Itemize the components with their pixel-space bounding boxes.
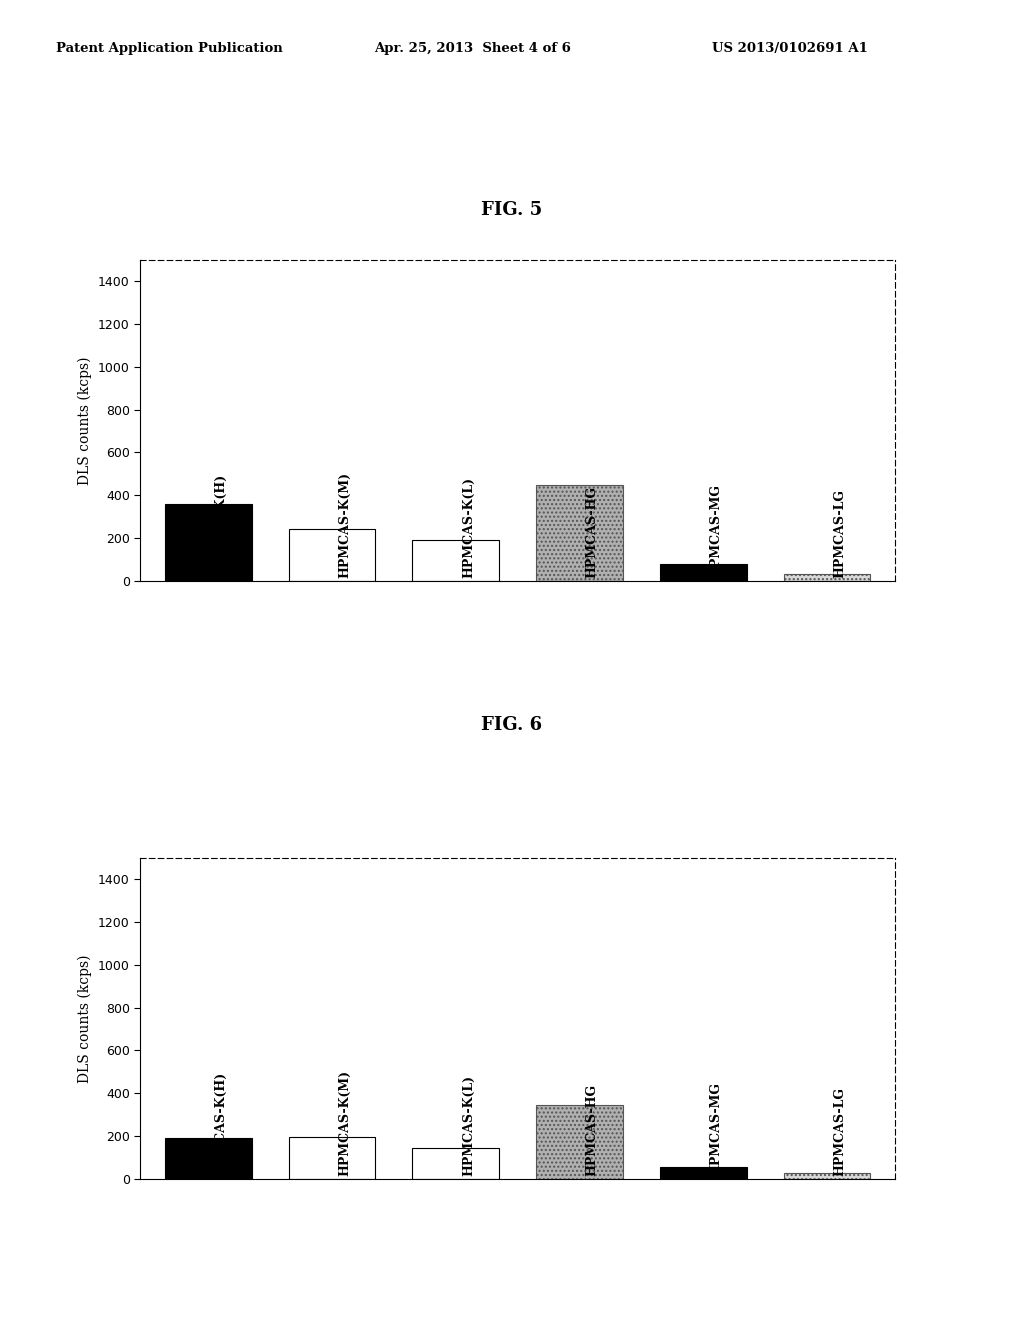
Text: HPMCAS-MG: HPMCAS-MG [710, 1081, 722, 1176]
Text: US 2013/0102691 A1: US 2013/0102691 A1 [712, 42, 867, 55]
Bar [165, 1138, 252, 1179]
Text: HPMCAS-K(M): HPMCAS-K(M) [338, 1069, 351, 1176]
Text: HPMCAS-K(M): HPMCAS-K(M) [338, 471, 351, 578]
Bar [165, 504, 252, 581]
Bar [659, 1167, 746, 1179]
Bar [413, 540, 499, 581]
Text: HPMCAS-K(H): HPMCAS-K(H) [214, 474, 227, 578]
Text: HPMCAS-K(H): HPMCAS-K(H) [214, 1072, 227, 1176]
Text: FIG. 6: FIG. 6 [481, 715, 543, 734]
Bar [783, 574, 870, 581]
Bar [537, 484, 623, 581]
Text: HPMCAS-LG: HPMCAS-LG [834, 1086, 846, 1176]
Bar [289, 529, 376, 581]
Text: HPMCAS-HG: HPMCAS-HG [586, 486, 599, 578]
Bar [413, 1148, 499, 1179]
Y-axis label: DLS counts (kcps): DLS counts (kcps) [78, 356, 92, 484]
Text: Apr. 25, 2013  Sheet 4 of 6: Apr. 25, 2013 Sheet 4 of 6 [374, 42, 570, 55]
Bar [289, 1137, 376, 1179]
Text: FIG. 5: FIG. 5 [481, 201, 543, 219]
Bar [537, 1105, 623, 1179]
Text: HPMCAS-MG: HPMCAS-MG [710, 483, 722, 578]
Text: HPMCAS-K(L): HPMCAS-K(L) [462, 1074, 475, 1176]
Bar [783, 1172, 870, 1179]
Text: HPMCAS-LG: HPMCAS-LG [834, 488, 846, 578]
Text: HPMCAS-K(L): HPMCAS-K(L) [462, 477, 475, 578]
Bar [659, 564, 746, 581]
Text: HPMCAS-HG: HPMCAS-HG [586, 1084, 599, 1176]
Text: Patent Application Publication: Patent Application Publication [56, 42, 283, 55]
Y-axis label: DLS counts (kcps): DLS counts (kcps) [78, 954, 92, 1082]
